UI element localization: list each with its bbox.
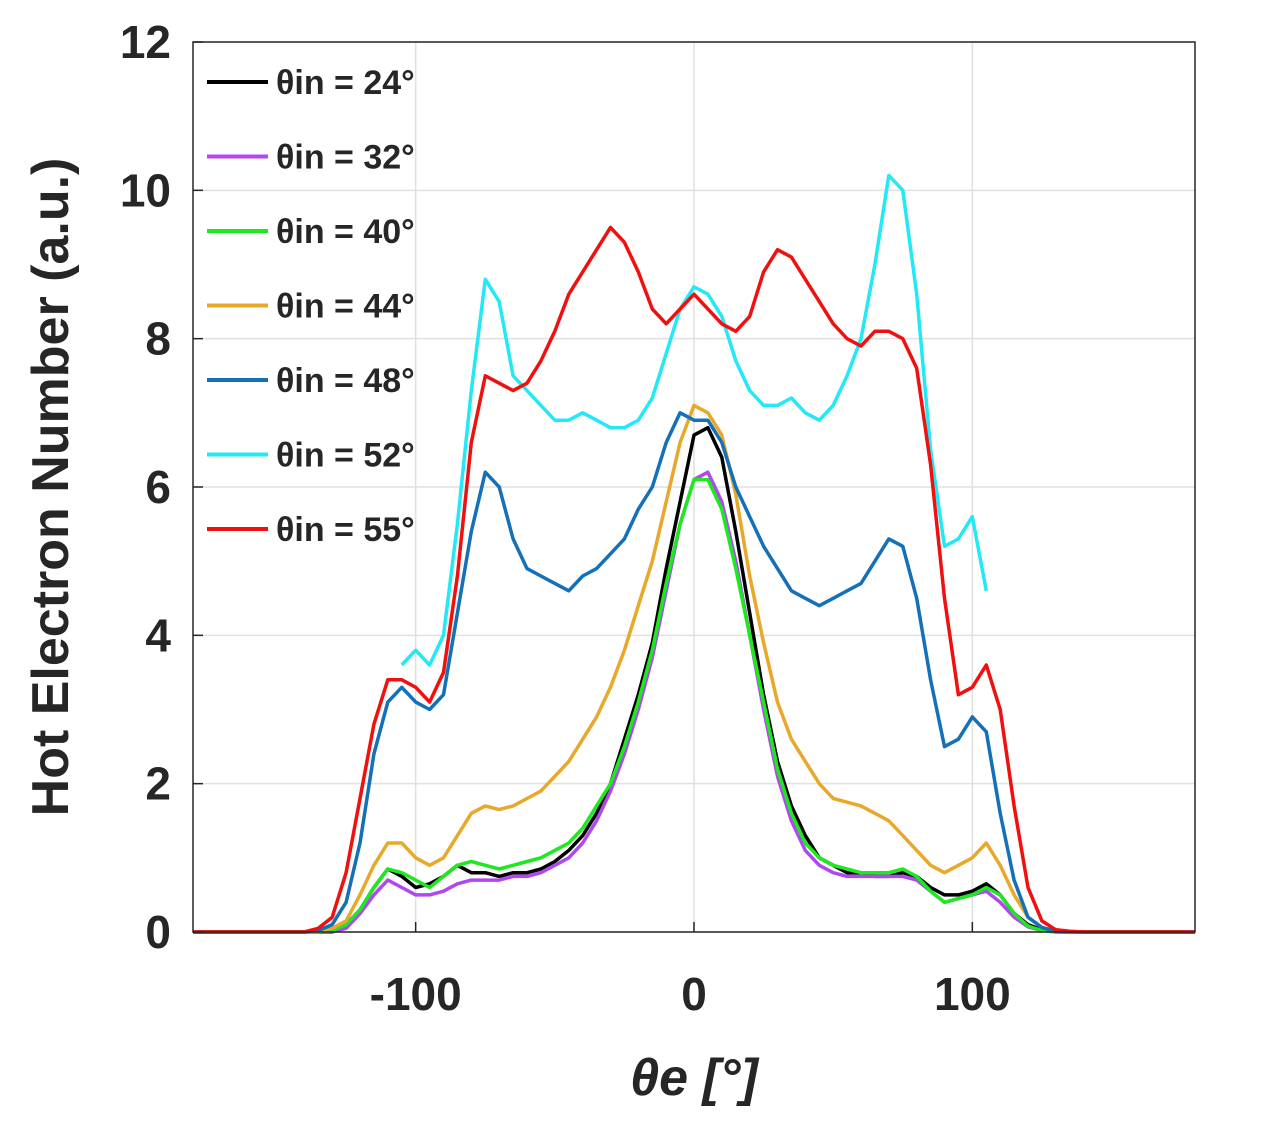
y-tick-label: 6: [145, 461, 171, 513]
y-tick-label: 12: [120, 16, 171, 68]
legend-label: θin = 48°: [276, 362, 415, 400]
x-tick-label: 100: [934, 968, 1011, 1020]
y-tick-label: 0: [145, 906, 171, 958]
data-line: [193, 403, 1195, 934]
x-tick-label: -100: [370, 968, 462, 1020]
y-tick-label: 8: [145, 313, 171, 365]
legend-label: θin = 52°: [276, 437, 415, 475]
data-line: [400, 173, 989, 667]
y-axis-label: Hot Electron Number (a.u.): [22, 158, 80, 817]
x-tick-label: 0: [681, 968, 707, 1020]
y-tick-label: 2: [145, 758, 171, 810]
y-tick-label: 10: [120, 164, 171, 216]
legend-label: θin = 44°: [276, 288, 415, 326]
legend-label: θin = 40°: [276, 213, 415, 251]
data-line: [193, 477, 1195, 934]
data-line: [193, 225, 1195, 934]
legend-label: θin = 55°: [276, 511, 415, 549]
data-line: [193, 411, 1195, 934]
x-axis-label: θe [°]: [630, 1049, 759, 1107]
legend-label: θin = 32°: [276, 139, 415, 177]
y-tick-label: 4: [145, 609, 171, 661]
legend-label: θin = 24°: [276, 64, 415, 102]
